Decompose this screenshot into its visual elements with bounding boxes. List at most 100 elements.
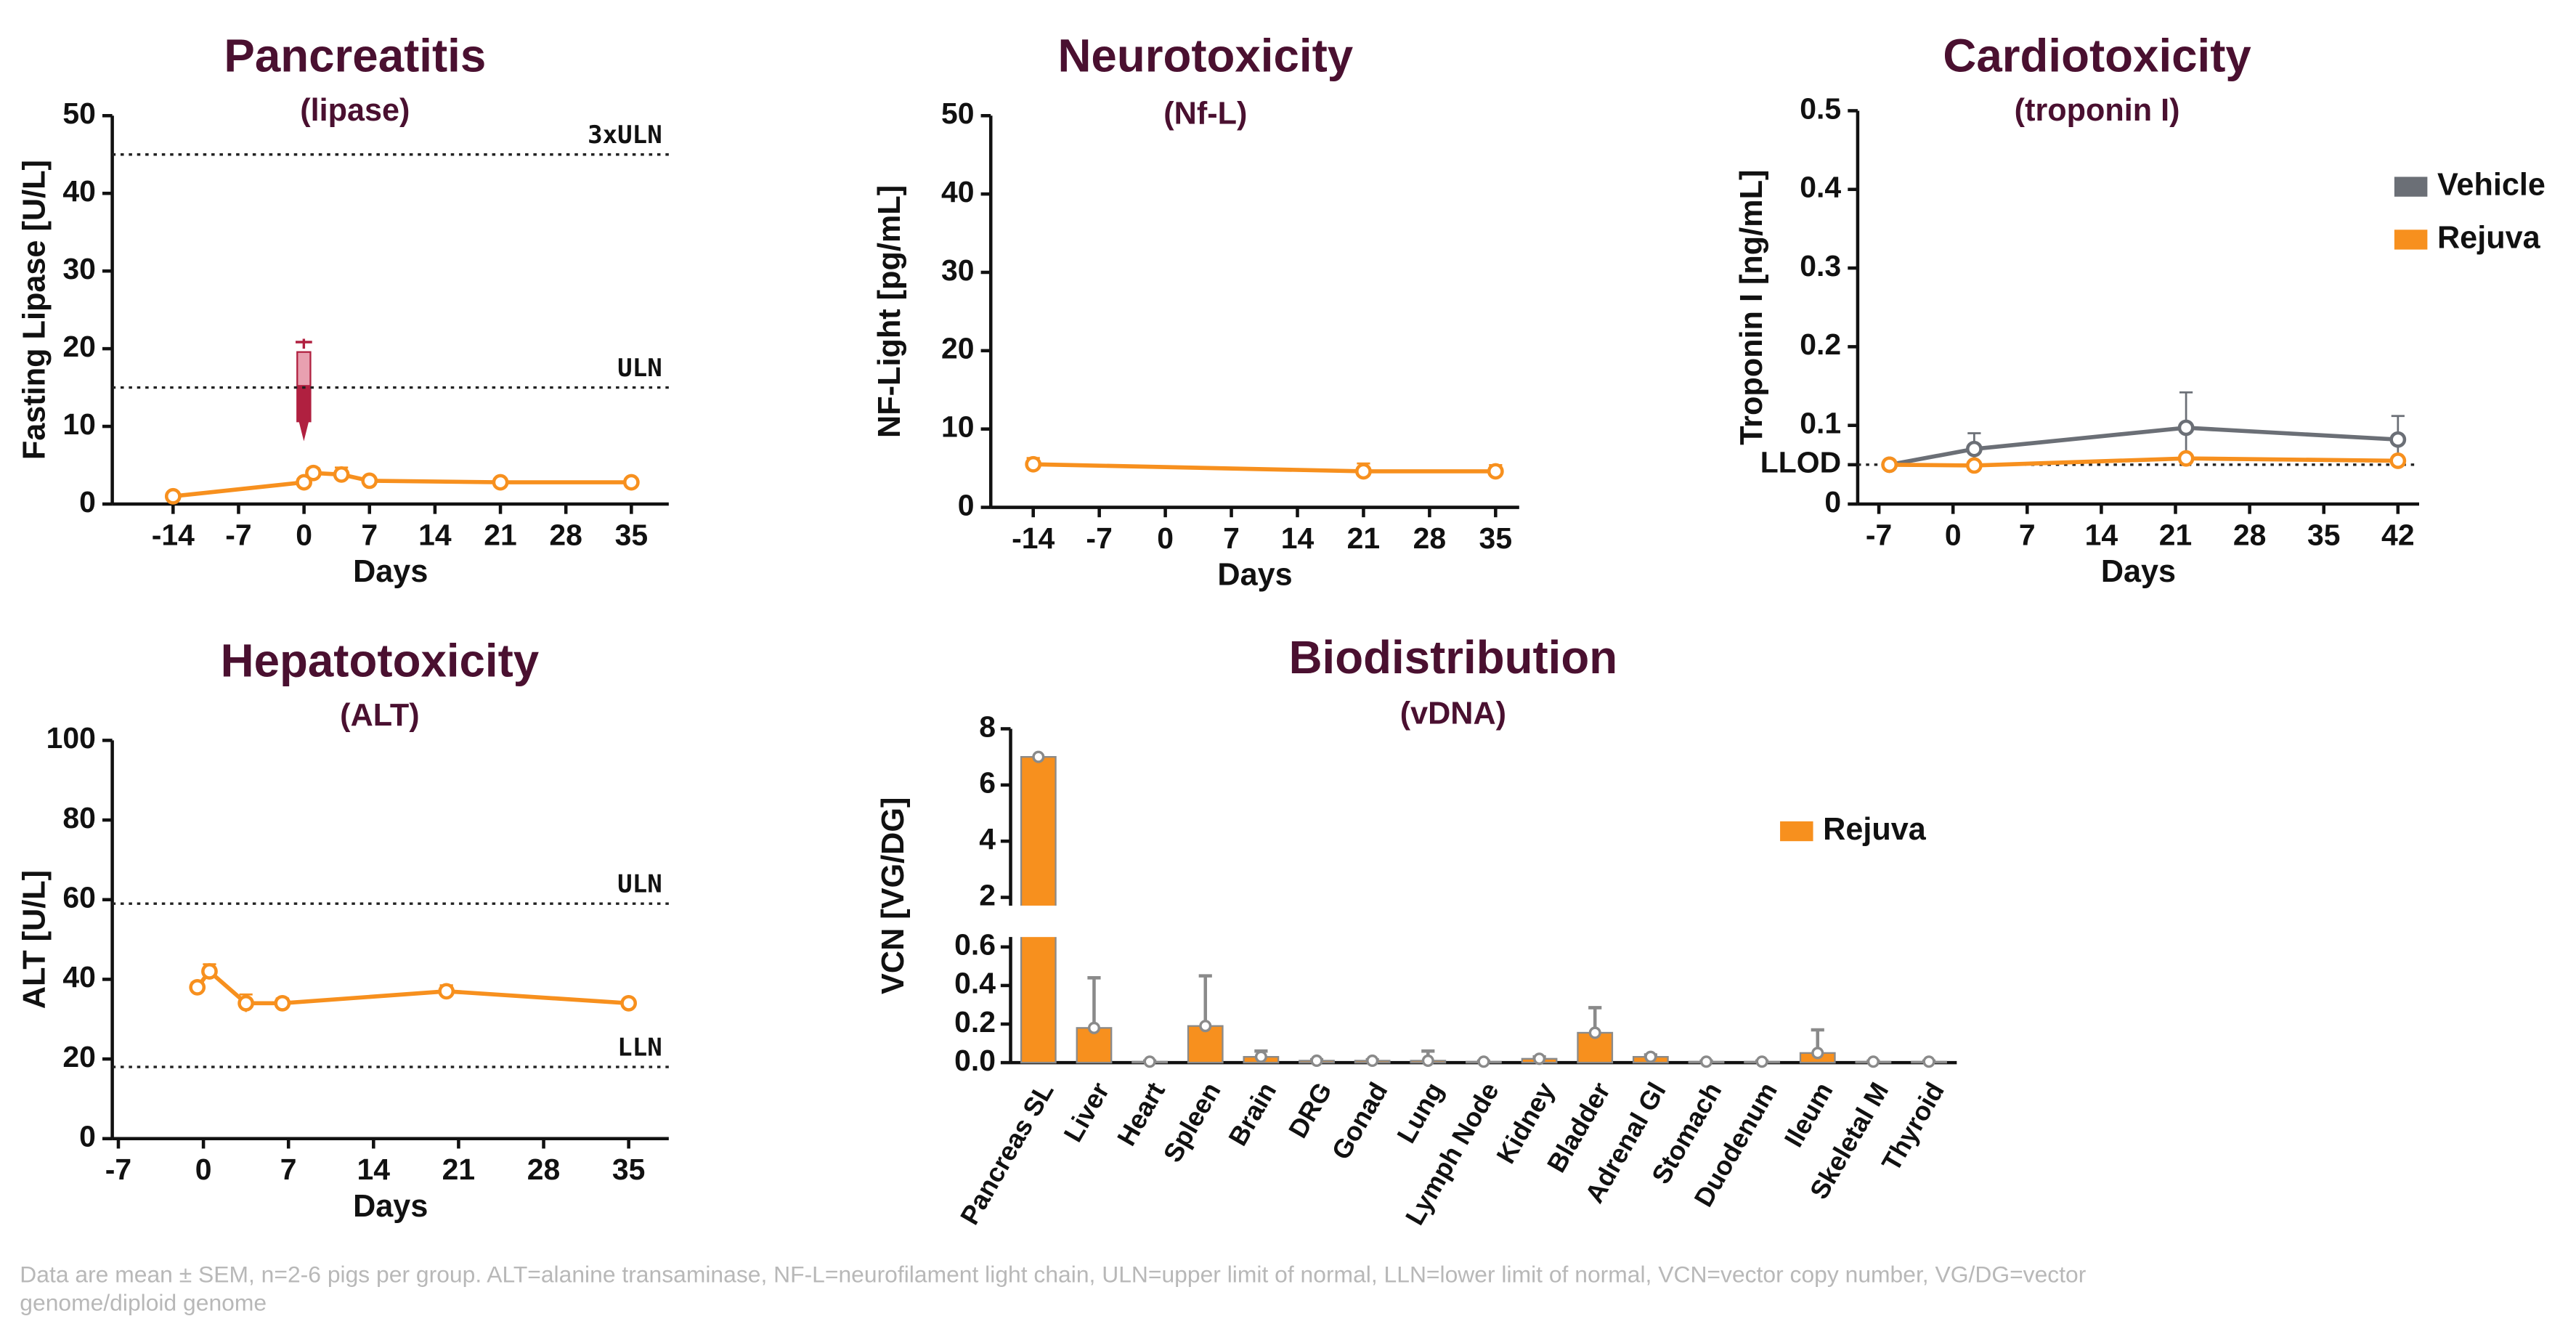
data-point: [1355, 463, 1372, 480]
data-point: [1755, 1055, 1768, 1068]
data-point: [189, 979, 206, 996]
footnote: Data are mean ± SEM, n=2-6 pigs per grou…: [20, 1261, 2087, 1316]
y-tick-label: 0.4: [1800, 171, 1841, 204]
data-point: [2177, 419, 2195, 436]
y-tick-label: 20: [62, 1040, 96, 1073]
data-point: [201, 963, 218, 980]
x-tick-label: 14: [1281, 521, 1315, 555]
data-point: [1699, 1055, 1713, 1068]
x-tick-label: 35: [2307, 518, 2341, 551]
chart-subtitle: (lipase): [300, 93, 410, 128]
legend-label: Rejuva: [1823, 812, 1927, 847]
data-point: [1866, 1055, 1880, 1068]
x-tick-label: -7: [225, 518, 251, 551]
x-tick-label: 21: [484, 518, 517, 551]
chart-title: Cardiotoxicity: [1943, 31, 2251, 82]
y-tick-label: 0: [958, 488, 975, 521]
y-tick-label: 0.6: [954, 928, 996, 962]
x-tick-label: Ileum: [1779, 1077, 1839, 1152]
data-point: [305, 464, 322, 482]
data-point: [622, 474, 640, 491]
y-tick-label: 0.0: [954, 1044, 996, 1077]
y-tick-label: 0: [1824, 485, 1841, 519]
x-tick-label: 0: [1945, 518, 1962, 551]
data-point: [2177, 450, 2195, 467]
reference-label: 3xULN: [588, 121, 662, 150]
y-tick-label: 80: [62, 801, 96, 834]
y-tick-label: 50: [941, 97, 975, 130]
chart-subtitle: (Nf-L): [1163, 97, 1247, 131]
data-point: [1421, 1054, 1434, 1067]
x-tick-label: 35: [1479, 521, 1513, 555]
data-point: [2389, 452, 2407, 469]
data-point: [1025, 455, 1042, 473]
data-point: [333, 466, 350, 483]
x-tick-label: -7: [1866, 518, 1892, 551]
y-tick-label: 4: [979, 822, 996, 856]
x-tick-label: 14: [418, 518, 452, 551]
y-axis-label: Fasting Lipase [U/L]: [17, 160, 52, 460]
x-tick-label: 21: [2159, 518, 2193, 551]
legend-swatch: [2394, 176, 2428, 197]
data-point: [1143, 1055, 1156, 1068]
data-point: [1644, 1050, 1657, 1063]
y-tick-label: 10: [941, 410, 975, 444]
x-tick-label: 28: [549, 518, 582, 551]
x-tick-label: 7: [2019, 518, 2036, 551]
reference-label: ULN: [617, 354, 662, 383]
data-point: [1087, 1021, 1100, 1034]
x-axis-label: Days: [353, 1189, 428, 1224]
x-tick-label: Liver: [1057, 1077, 1115, 1147]
chart-title: Biodistribution: [1289, 632, 1618, 683]
legend-swatch: [2394, 230, 2428, 250]
y-tick-label: LLOD: [1760, 446, 1841, 479]
data-point: [1881, 456, 1898, 474]
x-tick-label: -7: [1086, 521, 1112, 555]
data-point: [1032, 750, 1045, 763]
data-point: [1366, 1054, 1379, 1067]
y-axis-label: Troponin I [ng/mL]: [1734, 170, 1769, 445]
chart-subtitle: (troponin I): [2015, 93, 2180, 128]
data-point: [620, 994, 638, 1012]
x-tick-label: 0: [195, 1153, 212, 1186]
x-tick-label: 0: [1157, 521, 1174, 555]
x-tick-label: 35: [615, 518, 649, 551]
syringe-icon: [295, 338, 312, 442]
y-tick-label: 40: [941, 175, 975, 208]
data-point: [1533, 1052, 1546, 1065]
data-point: [1477, 1055, 1490, 1068]
y-tick-label: 0.4: [954, 967, 996, 1000]
chart-title: Pancreatitis: [224, 31, 486, 82]
data-point: [1922, 1055, 1935, 1068]
series-line: [1889, 426, 2398, 467]
data-point: [1588, 1026, 1601, 1039]
data-point: [2389, 431, 2407, 448]
y-tick-label: 0.2: [954, 1005, 996, 1039]
x-tick-label: 21: [442, 1153, 476, 1186]
x-tick-label: -14: [152, 518, 195, 551]
x-tick-label: 21: [1347, 521, 1381, 555]
data-point: [1254, 1050, 1267, 1063]
y-tick-label: 100: [46, 721, 96, 755]
y-axis-label: NF-Light [pg/mL]: [872, 185, 907, 438]
y-axis-label: ALT [U/L]: [17, 870, 52, 1009]
data-point: [237, 994, 255, 1012]
y-tick-label: 10: [62, 407, 96, 441]
x-axis-label: Days: [1217, 558, 1292, 593]
y-tick-label: 0.2: [1800, 328, 1841, 361]
y-tick-label: 30: [62, 252, 96, 285]
legend-label: Vehicle: [2437, 168, 2545, 203]
x-axis-label: Days: [353, 554, 428, 589]
x-tick-label: 28: [527, 1153, 561, 1186]
data-point: [296, 474, 312, 491]
data-point: [1310, 1054, 1323, 1067]
reference-label: ULN: [617, 870, 662, 899]
x-axis-label: Days: [2101, 554, 2176, 589]
footnote-box: Data are mean ± SEM, n=2-6 pigs per grou…: [20, 1261, 2087, 1316]
data-point: [274, 994, 291, 1012]
y-tick-label: 8: [979, 710, 996, 743]
data-point: [1199, 1020, 1212, 1033]
x-tick-label: -7: [105, 1153, 131, 1186]
x-tick-label: 0: [296, 518, 312, 551]
